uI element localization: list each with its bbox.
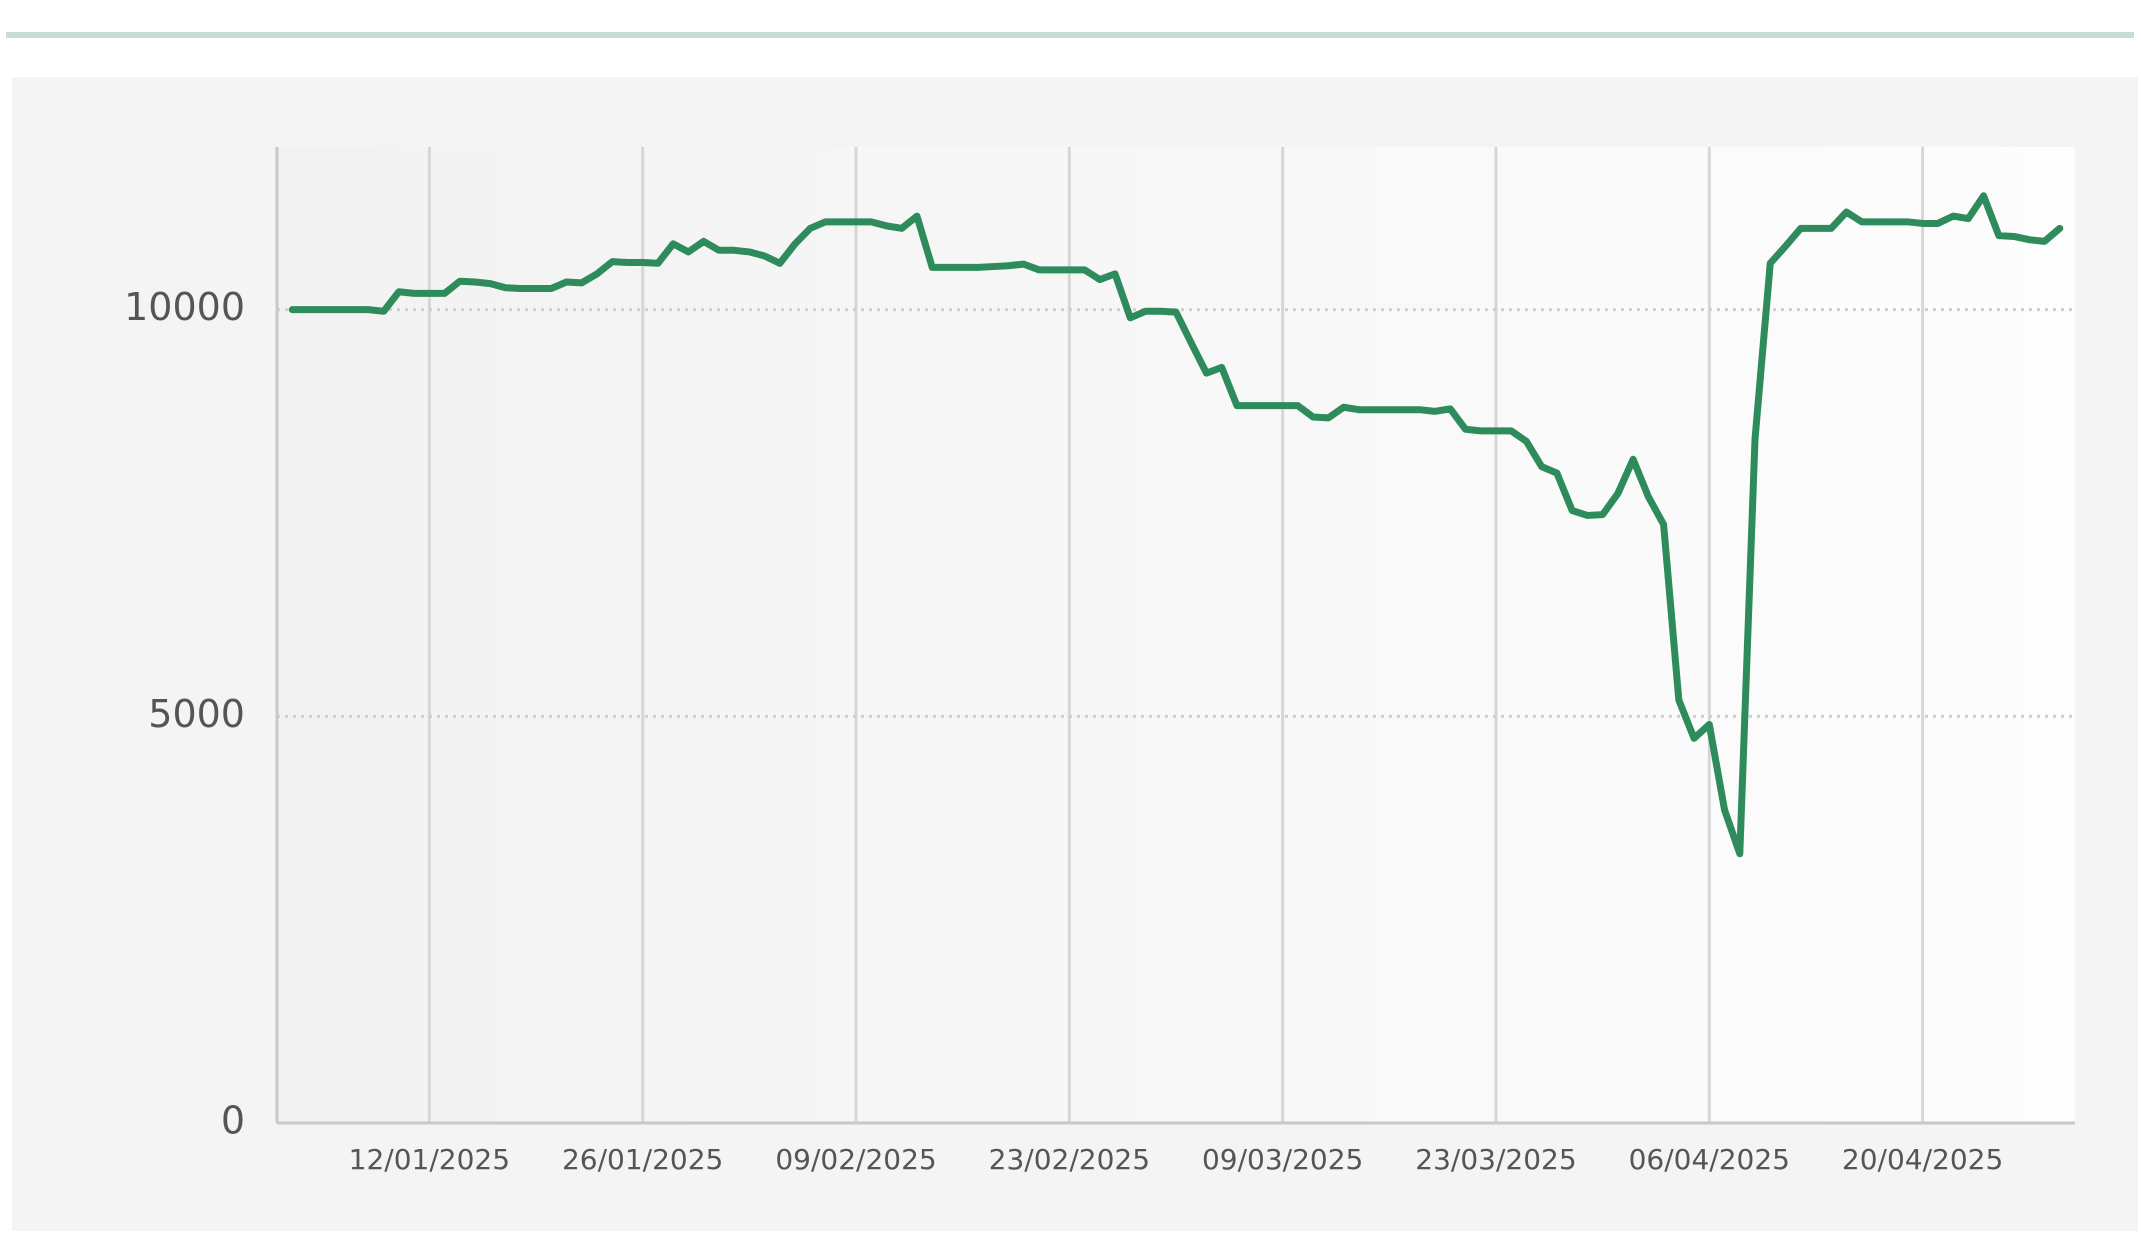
y-tick-label: 10000 — [124, 285, 245, 329]
x-tick-label: 26/01/2025 — [562, 1143, 723, 1176]
x-tick-label: 09/03/2025 — [1202, 1143, 1363, 1176]
top-rule — [6, 32, 2134, 38]
y-tick-label: 0 — [221, 1099, 245, 1143]
x-tick-label: 09/02/2025 — [775, 1143, 936, 1176]
x-tick-label: 12/01/2025 — [349, 1143, 510, 1176]
data-line — [288, 192, 2064, 858]
x-tick-label: 06/04/2025 — [1629, 1143, 1790, 1176]
plot-area — [277, 147, 2075, 1123]
y-tick-label: 5000 — [148, 692, 245, 736]
x-tick-label: 23/02/2025 — [989, 1143, 1150, 1176]
x-tick-label: 23/03/2025 — [1415, 1143, 1576, 1176]
x-tick-label: 20/04/2025 — [1842, 1143, 2003, 1176]
